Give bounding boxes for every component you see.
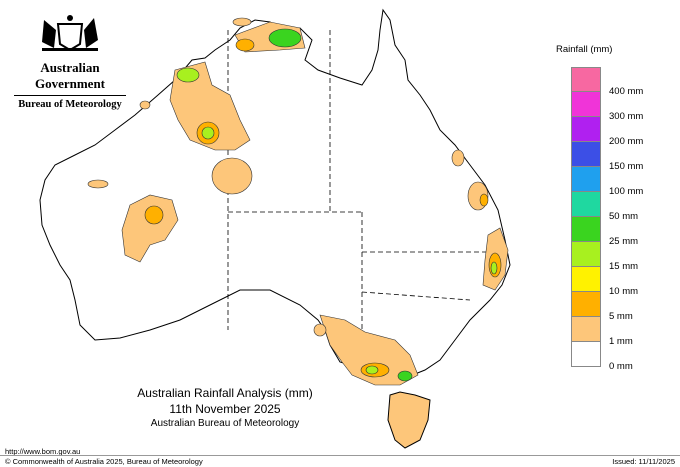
legend-swatch	[571, 117, 601, 142]
legend-label: 25 mm	[609, 236, 639, 247]
australia-outline	[39, 8, 511, 381]
legend: 400 mm 300 mm 200 mm 150 mm 100 mm 50 mm 25 mm…	[571, 67, 643, 372]
legend-label: 1 mm	[609, 336, 633, 347]
title-line-1: Australian Rainfall Analysis (mm)	[137, 386, 313, 400]
bureau-name: Bureau of Meteorology	[18, 99, 122, 110]
legend-label: 50 mm	[609, 211, 639, 222]
title-line-3: Australian Bureau of Meteorology	[150, 418, 300, 429]
state-borders	[227, 30, 495, 330]
legend-label: 100 mm	[609, 186, 644, 197]
legend-swatch	[571, 217, 601, 242]
coat-of-arms	[42, 15, 98, 52]
legend-swatch	[571, 167, 601, 192]
footer-divider	[0, 455, 680, 456]
legend-swatch	[571, 142, 601, 167]
legend-label: 400 mm	[609, 86, 644, 97]
copyright: © Commonwealth of Australia 2025, Bureau…	[5, 457, 203, 466]
legend-swatch	[571, 92, 601, 117]
legend-swatch	[571, 292, 601, 317]
government-name: Australian Government	[34, 60, 106, 91]
website-link[interactable]: http://www.bom.gov.au	[5, 447, 81, 456]
legend-swatch	[571, 267, 601, 292]
tasmania-outline	[387, 391, 431, 449]
legend-swatch	[571, 192, 601, 217]
legend-title: Rainfall (mm)	[556, 44, 613, 55]
legend-label: 5 mm	[609, 311, 633, 322]
legend-label: 10 mm	[609, 286, 639, 297]
legend-label: 300 mm	[609, 111, 644, 122]
legend-swatch	[571, 317, 601, 342]
legend-label: 15 mm	[609, 261, 639, 272]
title-line-2: 11th November 2025	[169, 402, 281, 416]
legend-swatch	[571, 342, 601, 367]
legend-swatch	[571, 67, 601, 92]
legend-label: 0 mm	[609, 361, 633, 372]
agency-logo: Australian Government Bureau of Meteorol…	[6, 8, 134, 110]
map-title: Australian Rainfall Analysis (mm) 11th N…	[120, 386, 330, 429]
issued-date: Issued: 11/11/2025	[612, 457, 675, 466]
legend-label: 200 mm	[609, 136, 644, 147]
legend-swatch	[571, 242, 601, 267]
rainfall-areas	[87, 17, 509, 386]
legend-label: 150 mm	[609, 161, 644, 172]
